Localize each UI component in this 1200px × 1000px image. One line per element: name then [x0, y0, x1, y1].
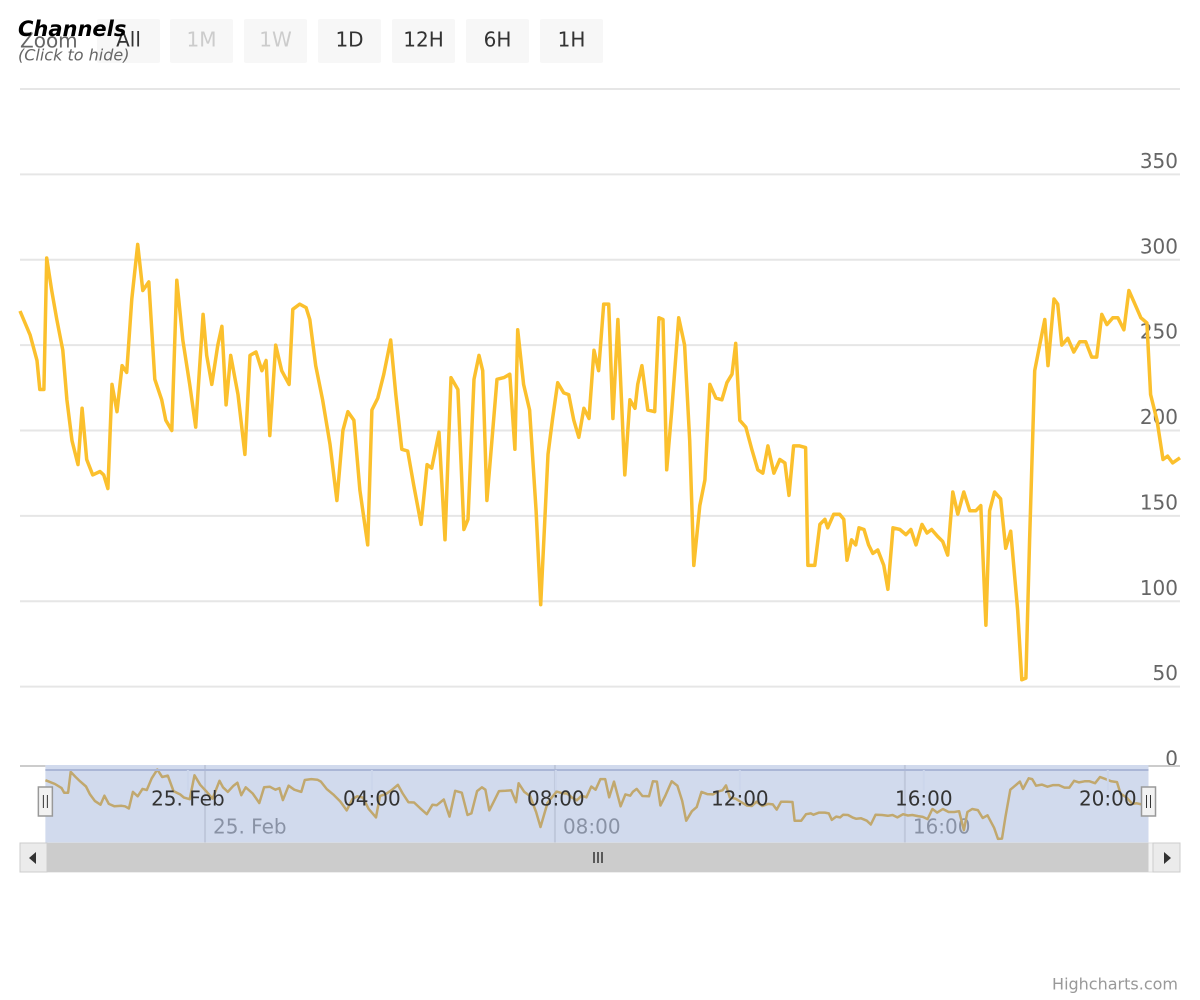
- scroll-arrow: [29, 852, 36, 864]
- scroll-arrow: [1164, 852, 1171, 864]
- range-button: [170, 19, 233, 63]
- scrollbar-thumb[interactable]: [45, 843, 1149, 872]
- y-tick-label: 50: [1153, 661, 1178, 685]
- x-tick-label: 08:00: [527, 787, 585, 811]
- range-button-label[interactable]: 12H: [403, 28, 444, 52]
- navigator-mask: [45, 765, 1149, 843]
- x-tick-label: 12:00: [711, 787, 769, 811]
- navigator-line: [44, 768, 1149, 841]
- navigator-tick-label: 25. Feb: [213, 815, 287, 839]
- range-button[interactable]: [540, 19, 603, 63]
- y-tick-label: 300: [1140, 234, 1178, 258]
- range-button[interactable]: [97, 19, 160, 63]
- range-button[interactable]: [466, 19, 529, 63]
- range-button-label[interactable]: 6H: [484, 28, 512, 52]
- y-tick-label: 100: [1140, 576, 1178, 600]
- range-button[interactable]: [392, 19, 455, 63]
- x-tick-label: 16:00: [895, 787, 953, 811]
- range-button[interactable]: [318, 19, 381, 63]
- range-button-label[interactable]: 1D: [335, 28, 363, 52]
- credits[interactable]: Highcharts.com: [1052, 975, 1178, 994]
- navigator-tick-label: 08:00: [563, 815, 621, 839]
- y-tick-label: 350: [1140, 149, 1178, 173]
- navigator-handle[interactable]: [37, 786, 54, 817]
- x-tick-label: 20:00: [1079, 787, 1137, 811]
- range-button-label: 1W: [259, 28, 292, 52]
- x-tick-label: 04:00: [343, 787, 401, 811]
- series-line: [18, 242, 1181, 682]
- range-button-label[interactable]: 1H: [558, 28, 586, 52]
- y-tick-label: 0: [1165, 747, 1178, 771]
- range-button-label[interactable]: All: [116, 28, 141, 52]
- legend-item[interactable]: Channels: [18, 17, 126, 41]
- y-tick-label: 150: [1140, 490, 1178, 514]
- range-button: [244, 19, 307, 63]
- zoom-label: Zoom: [20, 29, 78, 53]
- legend-title: (Click to hide): [18, 46, 129, 65]
- x-tick-label: 25. Feb: [151, 787, 225, 811]
- range-button-label: 1M: [187, 28, 217, 52]
- navigator-handle[interactable]: [1140, 786, 1157, 817]
